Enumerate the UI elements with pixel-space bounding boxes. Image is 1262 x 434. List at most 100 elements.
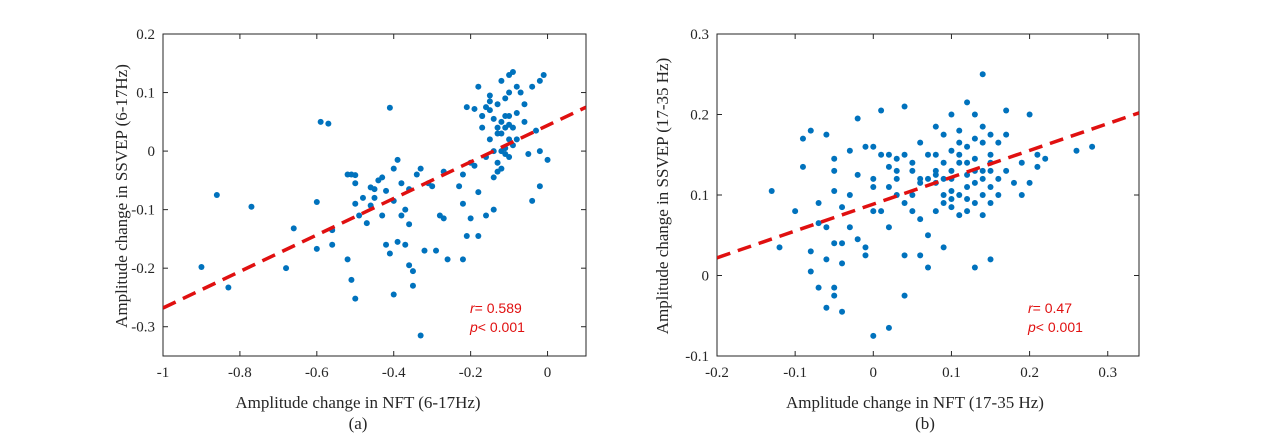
data-point <box>948 196 955 203</box>
data-point <box>815 220 822 227</box>
data-point <box>352 200 359 207</box>
x-tick-label: -0.2 <box>459 365 483 381</box>
data-point <box>909 159 916 166</box>
data-point <box>517 89 524 96</box>
data-point <box>344 256 351 263</box>
data-point <box>225 284 232 291</box>
x-axis-label: Amplitude change in NFT (6-17Hz) <box>235 393 480 412</box>
x-tick-label: 0.2 <box>1020 365 1039 381</box>
r-value: = 0.589 <box>475 300 522 316</box>
data-point <box>459 200 466 207</box>
data-point <box>885 324 892 331</box>
data-point <box>475 189 482 196</box>
data-point <box>768 187 775 194</box>
data-point <box>987 256 994 263</box>
data-point <box>325 120 332 127</box>
r-symbol: r <box>470 300 476 316</box>
data-point <box>831 155 838 162</box>
scatter-panel-a: -1 -0.8 -0.6 -0.4 -0.2 0 -0.3 -0.2 -0.1 0 0.1 0.2 A… <box>112 27 587 433</box>
data-point <box>521 118 528 125</box>
data-point <box>956 127 963 134</box>
data-point <box>383 241 390 248</box>
data-point <box>417 332 424 339</box>
data-point <box>386 250 393 257</box>
data-point <box>925 232 931 239</box>
x-tick-label: -0.8 <box>228 365 252 381</box>
data-point <box>406 221 413 228</box>
data-point <box>475 83 482 90</box>
data-point <box>979 71 986 78</box>
data-point <box>862 252 869 259</box>
data-point <box>901 151 908 158</box>
data-point <box>854 236 861 243</box>
data-point <box>402 241 409 248</box>
data-point <box>987 151 994 158</box>
data-point <box>329 241 336 248</box>
data-point <box>870 183 877 190</box>
data-point <box>901 252 908 259</box>
y-axis-label: Amplitude change in SSVEP (6-17Hz) <box>112 64 131 328</box>
data-point <box>371 194 378 201</box>
data-point <box>498 118 505 125</box>
data-point <box>956 139 963 146</box>
data-points <box>198 69 551 339</box>
data-point <box>901 200 908 207</box>
data-point <box>536 183 543 190</box>
data-point <box>893 175 900 182</box>
correlation-r: r= 0.589 <box>470 300 522 316</box>
data-point <box>987 200 994 207</box>
data-point <box>413 171 420 178</box>
data-point <box>213 192 220 198</box>
y-tick-label: -0.2 <box>131 261 155 277</box>
data-point <box>409 268 416 275</box>
data-point <box>379 212 386 219</box>
data-point <box>494 159 501 166</box>
data-point <box>932 171 939 178</box>
y-tick-label: 0.1 <box>136 86 155 102</box>
regression-line <box>163 105 586 310</box>
x-tick-label: -0.1 <box>783 365 807 381</box>
data-point <box>831 284 838 291</box>
data-point <box>948 167 955 174</box>
y-tick-label: -0.1 <box>685 349 709 365</box>
data-point <box>823 304 830 311</box>
data-point <box>409 282 416 289</box>
data-point <box>948 187 955 194</box>
data-point <box>1010 179 1017 186</box>
data-point <box>854 115 861 122</box>
r-value: = 0.47 <box>1033 300 1073 316</box>
data-point <box>463 232 470 239</box>
y-tick-label: -0.3 <box>131 320 155 336</box>
x-tick-label: 0 <box>870 365 878 381</box>
data-point <box>475 232 482 239</box>
data-point <box>529 83 536 90</box>
data-point <box>1026 179 1033 186</box>
data-point <box>971 111 978 118</box>
panel-caption: (b) <box>915 414 935 433</box>
data-point <box>846 224 853 231</box>
data-point <box>964 99 971 106</box>
data-point <box>979 212 986 219</box>
data-point <box>971 155 978 162</box>
plot-area: -0.2 -0.1 0 0.1 0.2 0.3-0.100.10.20.3 <box>685 27 1140 381</box>
x-axis-label: Amplitude change in NFT (17-35 Hz) <box>786 393 1044 412</box>
data-point <box>909 192 916 198</box>
data-point <box>348 276 355 283</box>
data-point <box>386 104 393 111</box>
data-point <box>513 136 520 143</box>
regression-line <box>717 111 1139 260</box>
data-point <box>971 135 978 142</box>
data-point <box>390 165 397 172</box>
x-tick-label: -0.2 <box>705 365 729 381</box>
data-point <box>792 208 799 215</box>
p-symbol: p <box>469 319 478 335</box>
data-point <box>1003 107 1010 114</box>
data-point <box>839 308 846 315</box>
data-point <box>433 247 440 254</box>
data-point <box>313 245 320 252</box>
data-point <box>440 215 447 222</box>
data-point <box>885 151 892 158</box>
data-point <box>940 200 947 207</box>
data-point <box>479 112 486 119</box>
